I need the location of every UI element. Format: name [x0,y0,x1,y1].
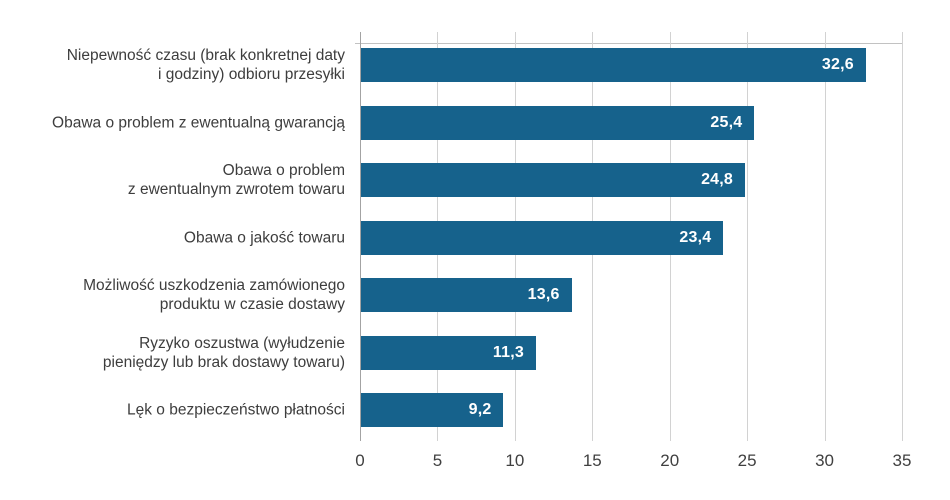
category-label: Możliwość uszkodzenia zamówionego produk… [83,277,345,313]
category-label: Lęk o bezpieczeństwo płatności [127,401,345,419]
x-tick-label: 5 [432,451,443,470]
bar-value-label: 24,8 [701,171,734,188]
plot-top-border [355,43,903,44]
bar-value-label: 13,6 [527,286,560,303]
bar: 32,6 [361,48,866,82]
plot-area: 32,6 25,4 24,8 23,4 13,6 11,3 9,2 [355,32,903,441]
x-tick-label: 20 [660,451,680,470]
bar-value-label: 9,2 [468,401,492,418]
gridline [902,32,903,441]
x-tick-label: 15 [582,451,602,470]
bar: 11,3 [361,335,536,370]
category-label: Niepewność czasu (brak konkretnej daty i… [66,47,345,83]
bar: 24,8 [361,163,746,197]
bar: 9,2 [361,393,504,427]
category-label: Obawa o jakość towaru [183,229,345,246]
category-label: Obawa o problem z ewentualnym zwrotem to… [127,162,345,198]
bar: 25,4 [361,105,755,140]
gridline [747,32,749,441]
bar-value-label: 32,6 [821,56,854,73]
x-axis-labels: 0 5 10 15 20 25 30 35 [355,451,911,475]
category-labels: Niepewność czasu (brak konkretnej daty i… [0,0,345,500]
category-label: Ryzyko oszustwa (wyłudzenie pieniędzy lu… [102,334,345,371]
bar: 13,6 [361,278,572,312]
bar-value-label: 25,4 [710,113,743,131]
bar-value-label: 23,4 [679,228,712,246]
x-tick-label: 30 [815,451,835,470]
bar-value-label: 11,3 [492,343,524,361]
x-tick-label: 0 [355,451,365,470]
gridline [824,32,826,441]
x-tick-label: 10 [505,451,525,470]
bar: 23,4 [361,220,724,255]
category-label: Obawa o problem z ewentualną gwarancją [52,114,345,131]
x-tick-label: 35 [892,451,912,470]
axis-zero-line [360,32,361,441]
x-tick-label: 25 [737,451,757,470]
